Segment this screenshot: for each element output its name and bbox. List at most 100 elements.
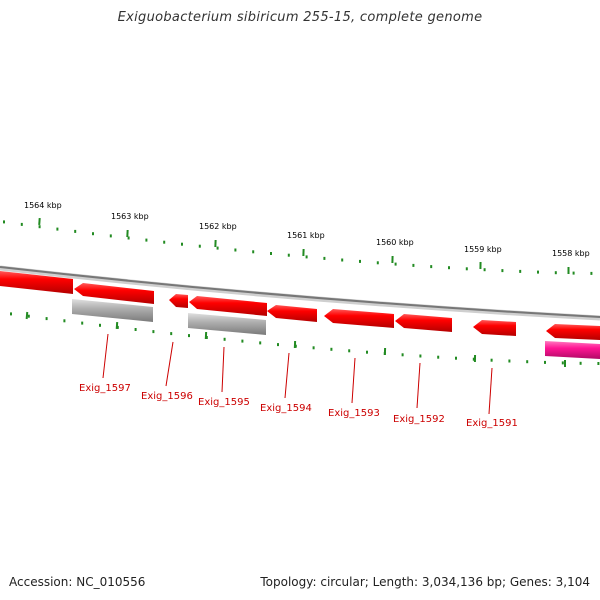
minor-tick (63, 319, 66, 323)
tick-1560: 1560 kbp (376, 238, 414, 264)
gene-label-exig-1597: Exig_1597 (79, 333, 131, 394)
minor-tick (152, 330, 155, 334)
minor-tick (366, 350, 368, 354)
minor-tick (330, 347, 333, 351)
minor-tick (198, 244, 201, 248)
minor-tick (145, 238, 148, 242)
cds-arrow (473, 320, 516, 336)
rna-gene-bar (545, 341, 600, 359)
cds-arrow (324, 309, 394, 328)
major-tick (479, 261, 482, 270)
leader-line (221, 346, 225, 393)
gene-label: Exig_1597 (79, 383, 131, 394)
minor-tick (448, 266, 450, 270)
inner-major-tick (564, 360, 566, 367)
minor-tick (465, 267, 468, 271)
cds-arrow (169, 294, 188, 308)
minor-tick (430, 265, 433, 269)
major-tick (126, 229, 129, 238)
minor-tick (20, 222, 23, 226)
pseudo-gene-bar (188, 313, 266, 335)
gene-label: Exig_1596 (141, 391, 193, 402)
leader-line (351, 357, 356, 404)
gene-label-exig-1593: Exig_1593 (328, 357, 380, 419)
minor-tick (490, 358, 493, 362)
minor-tick (188, 334, 190, 338)
cds-arrow (395, 314, 452, 332)
tick-1561: 1561 kbp (287, 231, 325, 257)
minor-tick (323, 256, 326, 260)
major-tick (38, 217, 41, 226)
minor-tick (3, 220, 5, 224)
gene-label-exig-1596: Exig_1596 (141, 341, 193, 402)
minor-tick (572, 271, 575, 275)
gene-label: Exig_1591 (466, 418, 518, 429)
minor-tick (56, 227, 59, 231)
minor-tick (234, 248, 237, 252)
minor-tick (401, 353, 404, 357)
major-tick (391, 255, 394, 264)
minor-tick (519, 269, 522, 273)
minor-tick (38, 225, 41, 229)
minor-tick (27, 314, 30, 318)
tick-label: 1558 kbp (552, 249, 590, 258)
major-tick (214, 239, 217, 248)
tick-1564: 1564 kbp (24, 201, 62, 226)
inner-major-tick (473, 354, 477, 363)
leader-line (165, 341, 174, 387)
minor-tick (554, 271, 557, 275)
inner-major-tick (25, 311, 29, 320)
tick-1563: 1563 kbp (111, 212, 149, 238)
minor-tick (109, 234, 112, 238)
minor-tick (270, 252, 272, 255)
minor-tick (127, 236, 130, 240)
tick-label: 1559 kbp (464, 245, 502, 254)
minor-tick (412, 263, 415, 267)
gene-label-exig-1591: Exig_1591 (466, 367, 518, 429)
minor-tick (287, 253, 290, 257)
gene-label: Exig_1593 (328, 408, 380, 419)
genome-backbone-core (0, 266, 600, 318)
tick-1558: 1558 kbp (552, 249, 590, 274)
cds-arrow (189, 296, 267, 316)
minor-tick (394, 262, 397, 266)
minor-tick (74, 229, 77, 233)
gene-label-exig-1595: Exig_1595 (198, 346, 250, 408)
cds-arrow (267, 305, 317, 322)
minor-tick (501, 269, 504, 273)
pseudo-gene-bar (72, 299, 153, 322)
leader-line (284, 352, 290, 399)
inner-major-tick (293, 340, 297, 349)
minor-tick (376, 261, 379, 265)
major-tick (567, 267, 570, 274)
tick-label: 1562 kbp (199, 222, 237, 231)
major-tick (302, 248, 305, 257)
gene-label-exig-1594: Exig_1594 (260, 352, 312, 414)
leader-line (488, 367, 493, 415)
minor-tick (181, 242, 183, 246)
minor-tick (241, 339, 244, 343)
minor-tick (597, 362, 600, 365)
outer-minor-ticks (3, 220, 593, 275)
leader-line (416, 362, 421, 409)
minor-tick (526, 360, 529, 364)
minor-tick (216, 246, 219, 250)
genome-summary: Topology: circular; Length: 3,034,136 bp… (260, 575, 590, 589)
genes-outer-strand (0, 271, 600, 340)
inner-major-ticks (25, 311, 566, 367)
minor-tick (472, 357, 475, 361)
inner-major-tick (115, 321, 119, 330)
tick-label: 1561 kbp (287, 231, 325, 240)
minor-tick (455, 356, 457, 360)
minor-tick (223, 337, 226, 341)
minor-tick (163, 240, 166, 244)
minor-tick (544, 360, 546, 364)
tick-label: 1560 kbp (376, 238, 414, 247)
minor-tick (252, 250, 255, 254)
minor-tick (99, 323, 101, 327)
tick-label: 1563 kbp (111, 212, 149, 221)
cds-arrow (0, 271, 73, 294)
cds-arrow (74, 283, 154, 304)
